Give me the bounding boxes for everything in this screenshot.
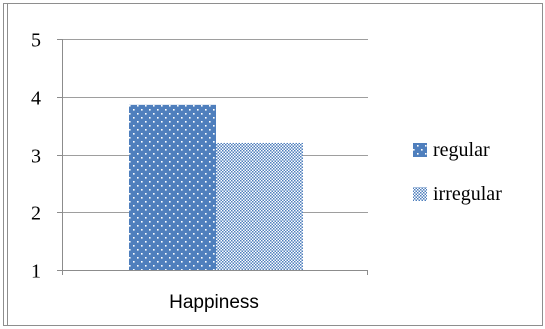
y-tick-label: 2 [31,203,41,225]
bar-regular [129,104,216,271]
y-tick-label: 5 [31,30,41,52]
y-tick-label: 1 [31,261,41,283]
legend-swatch-regular [413,143,427,157]
x-category-label: Happiness [169,292,259,313]
legend-label-irregular: irregular [433,183,502,205]
bar-irregular [216,142,303,270]
y-tick-label: 3 [31,146,41,168]
legend-swatch-irregular [413,187,427,201]
chart-border [3,3,543,326]
axes [62,39,368,275]
legend: regular irregular [413,139,502,205]
legend-label-regular: regular [433,139,490,161]
bars [129,104,303,271]
y-tick-label: 4 [31,88,41,110]
y-tick-labels: 1 2 3 4 5 [31,30,41,283]
